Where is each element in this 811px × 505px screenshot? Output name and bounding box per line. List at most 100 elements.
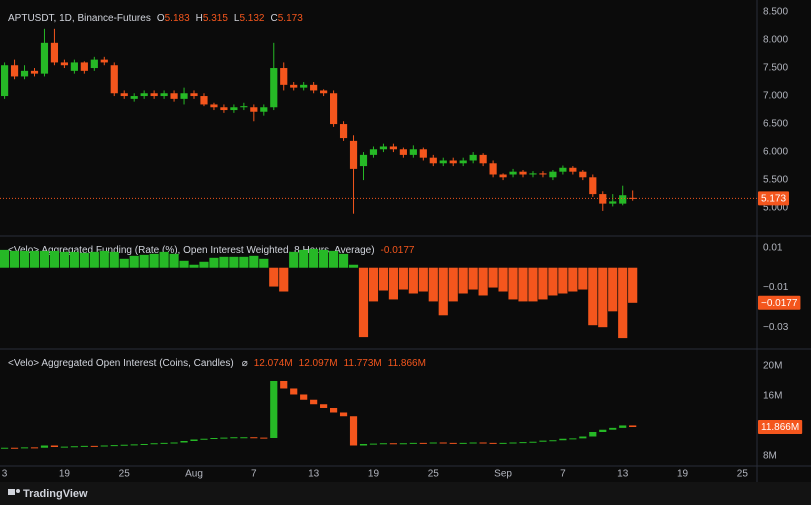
bar	[388, 267, 398, 300]
series	[0, 28, 637, 214]
candle-body	[10, 65, 19, 77]
candle-body	[190, 93, 198, 97]
candle-body	[130, 444, 138, 446]
y-tick-label: −0.03	[763, 322, 789, 333]
bar	[169, 253, 179, 268]
candle-body	[200, 438, 208, 440]
candle-body	[419, 149, 427, 158]
legend-prefix: ⌀	[242, 358, 248, 369]
last-value-tag	[758, 295, 801, 310]
last-value-label: 5.173	[761, 194, 786, 205]
bar	[189, 264, 199, 268]
candle-body	[260, 107, 268, 112]
candle-body	[290, 84, 298, 88]
bar	[229, 256, 239, 268]
bar	[408, 267, 418, 294]
candle-body	[349, 416, 358, 446]
candle-body	[559, 438, 567, 441]
x-tick-label: 13	[617, 469, 629, 480]
y-tick-label: 5.000	[763, 203, 788, 214]
pane-legend: <Velo> Aggregated Open Interest (Coins, …	[8, 358, 426, 369]
bar	[49, 250, 60, 268]
bar	[199, 261, 209, 268]
bar	[129, 255, 139, 268]
candle-body	[429, 442, 437, 444]
bar	[249, 255, 259, 268]
candle-body	[439, 160, 447, 164]
candle-body	[170, 442, 178, 444]
candle-body	[369, 443, 378, 445]
pane-legend: APTUSDT, 1D, Binance-Futures O5.183 H5.315…	[8, 13, 303, 24]
legend-value: 5.183	[165, 13, 190, 24]
candle-body	[220, 107, 228, 111]
candle-body	[230, 107, 238, 111]
candle-body	[280, 68, 288, 85]
candle-body	[619, 425, 627, 428]
candle-body	[519, 171, 527, 175]
candle-body	[180, 440, 188, 443]
legend-title: <Velo> Aggregated Funding (Rate (%), Ope…	[8, 245, 375, 256]
candle-body	[30, 447, 39, 449]
candle-body	[200, 96, 208, 105]
candle-body	[359, 154, 368, 167]
x-tick-label: Sep	[494, 469, 512, 480]
x-tick-label: Aug	[185, 469, 203, 480]
bar	[568, 267, 578, 292]
candle-body	[469, 154, 477, 161]
bar	[99, 250, 109, 268]
candle-body	[250, 437, 258, 439]
candle-body	[30, 70, 39, 74]
bar	[59, 251, 69, 268]
bar	[329, 250, 339, 268]
candle-body	[569, 438, 577, 440]
legend-value: -0.0177	[381, 245, 415, 256]
candle-body	[449, 442, 457, 444]
candle-body	[369, 149, 378, 155]
legend-label: L	[234, 13, 240, 24]
candle-body	[459, 442, 467, 444]
bar	[468, 267, 478, 290]
bar	[508, 267, 518, 300]
candle-body	[549, 171, 557, 178]
bar	[418, 267, 428, 292]
candle-body	[459, 160, 467, 164]
candle-body	[270, 380, 278, 438]
series	[0, 380, 637, 449]
candle-body	[190, 439, 198, 441]
candle-body	[120, 93, 128, 97]
candle-body	[449, 160, 457, 164]
candle-body	[320, 90, 328, 94]
bar	[149, 253, 159, 268]
candle-body	[290, 388, 298, 395]
legend-label: O	[157, 13, 165, 24]
series	[0, 248, 638, 339]
candle-body	[210, 437, 218, 439]
candle-body	[499, 442, 507, 444]
bar	[358, 267, 369, 338]
bar	[378, 267, 389, 291]
candle-body	[539, 173, 547, 175]
legend-value: 12.074M	[254, 358, 293, 369]
candle-body	[20, 70, 29, 77]
bar	[368, 267, 379, 302]
bar	[109, 251, 119, 268]
candle-body	[80, 62, 88, 71]
candle-body	[579, 171, 587, 178]
candle-body	[80, 445, 88, 447]
brand[interactable]: TradingView	[23, 488, 88, 500]
candle-body	[160, 93, 168, 97]
bar	[458, 267, 468, 294]
candle-body	[130, 96, 138, 99]
y-tick-label: 5.500	[763, 175, 788, 186]
candle-body	[240, 437, 248, 439]
pane-legend: <Velo> Aggregated Funding (Rate (%), Ope…	[8, 245, 415, 256]
candle-body	[170, 93, 178, 99]
bar	[628, 267, 638, 303]
legend-value: 5.132	[239, 13, 264, 24]
candle-body	[379, 443, 388, 445]
candle-body	[569, 167, 577, 172]
candle-body	[499, 174, 507, 178]
candle-body	[589, 177, 597, 195]
bar	[9, 250, 20, 268]
candle-body	[609, 427, 617, 430]
